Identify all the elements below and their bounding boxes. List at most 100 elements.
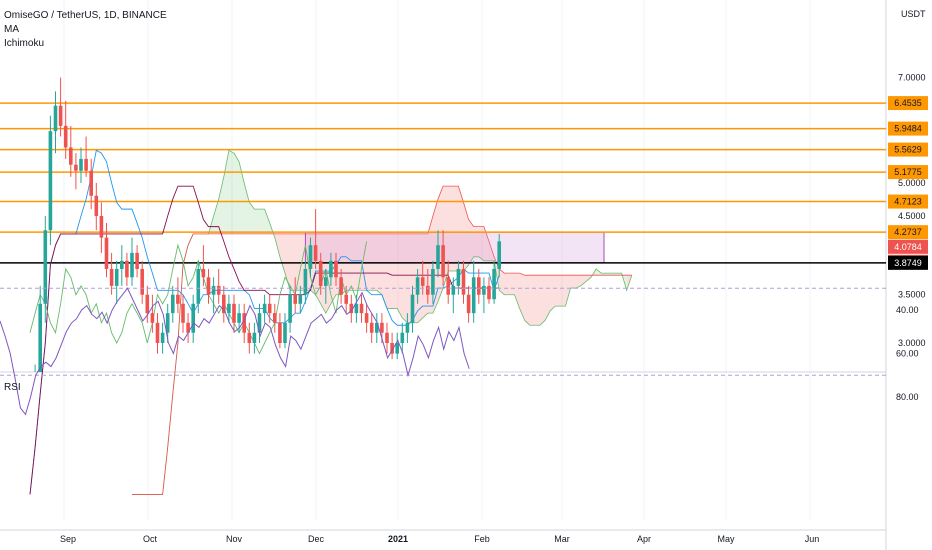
candle-body bbox=[135, 252, 139, 269]
candle-body bbox=[171, 294, 175, 314]
candle-body bbox=[104, 237, 109, 269]
candle-body bbox=[344, 294, 348, 304]
axes: 3.0000 3.5000 4.5000 5.0000 7.0000 Sep Oct Nov D… bbox=[60, 73, 926, 544]
cloud-segment bbox=[290, 233, 296, 291]
candle-body bbox=[38, 303, 42, 372]
candle-body bbox=[420, 277, 425, 286]
candle-body bbox=[120, 260, 124, 269]
cloud-segment bbox=[264, 209, 270, 234]
cloud-segment bbox=[504, 273, 510, 295]
level-badge bbox=[888, 165, 928, 180]
candle-body bbox=[278, 322, 282, 343]
cloud-segment bbox=[463, 202, 469, 272]
cloud-segment bbox=[387, 233, 393, 309]
cloud-segment bbox=[509, 273, 515, 295]
candle-body bbox=[114, 268, 119, 286]
candle-body bbox=[58, 105, 63, 126]
candle-body bbox=[497, 241, 501, 269]
candle-body bbox=[487, 285, 491, 300]
cloud-segment bbox=[422, 233, 428, 318]
cloud-segment bbox=[397, 233, 403, 318]
candlestick-series bbox=[34, 77, 501, 372]
candle-body bbox=[471, 277, 476, 314]
cloud-segment bbox=[534, 275, 540, 326]
candle-body bbox=[63, 125, 68, 148]
time-tick-label: 2021 bbox=[388, 534, 408, 544]
candle-body bbox=[109, 268, 114, 286]
price-tick-label: 3.5000 bbox=[898, 290, 926, 300]
candle-body bbox=[390, 343, 394, 354]
candle-body bbox=[227, 303, 231, 314]
candle-body bbox=[293, 294, 297, 304]
candle-body bbox=[405, 322, 410, 333]
candle-body bbox=[252, 332, 257, 343]
candle-body bbox=[53, 105, 58, 132]
candle-body bbox=[380, 322, 384, 333]
candle-body bbox=[364, 313, 369, 323]
candle-body bbox=[308, 245, 313, 269]
cloud-segment bbox=[606, 273, 612, 276]
candle-body bbox=[186, 322, 190, 333]
candle-body bbox=[359, 303, 364, 314]
candle-body bbox=[94, 195, 99, 216]
candle-body bbox=[191, 303, 195, 333]
time-tick-label: Apr bbox=[637, 534, 651, 544]
candle-body bbox=[431, 268, 435, 295]
cloud-segment bbox=[529, 275, 535, 326]
price-tick-label: 3.0000 bbox=[898, 338, 926, 348]
time-tick-label: May bbox=[717, 534, 735, 544]
candle-body bbox=[84, 158, 88, 171]
candle-body bbox=[426, 285, 430, 295]
candle-body bbox=[125, 260, 129, 278]
cloud-segment bbox=[381, 233, 387, 309]
cloud-segment bbox=[560, 275, 566, 307]
indicator-ma[interactable]: MA bbox=[4, 24, 19, 35]
current-price-text: 4.0784 bbox=[894, 242, 922, 252]
current-price-badge bbox=[888, 239, 928, 254]
rsi-label[interactable]: RSI bbox=[4, 382, 21, 393]
cloud-segment bbox=[249, 202, 255, 234]
range-box-rect bbox=[304, 231, 605, 264]
indicator-ichimoku[interactable]: Ichimoku bbox=[4, 38, 45, 49]
cloud-segment bbox=[580, 275, 586, 286]
candle-body bbox=[242, 313, 246, 333]
candle-body bbox=[456, 268, 461, 286]
level-badge bbox=[888, 142, 928, 157]
cloud-segment bbox=[371, 233, 377, 291]
candle-body bbox=[211, 285, 216, 295]
candle-body bbox=[400, 332, 405, 343]
price-unit: USDT bbox=[901, 9, 926, 19]
candle-body bbox=[466, 294, 471, 314]
candle-body bbox=[257, 313, 262, 333]
time-tick-label: Nov bbox=[226, 534, 243, 544]
level-badge bbox=[888, 96, 928, 111]
candle-body bbox=[477, 277, 481, 295]
candle-body bbox=[313, 245, 318, 261]
time-tick-label: Mar bbox=[554, 534, 570, 544]
candle-body bbox=[446, 277, 450, 295]
level-badge bbox=[888, 225, 928, 240]
cloud-segment bbox=[392, 233, 398, 309]
price-badges: 6.4535 5.9484 5.5629 5.1775 4.7123 4.2737 4.07… bbox=[888, 96, 928, 270]
base-line bbox=[29, 185, 500, 495]
cloud-segment bbox=[545, 275, 551, 321]
level-badge-text: 5.9484 bbox=[894, 124, 922, 134]
candle-body bbox=[79, 158, 83, 171]
time-tick-label: Dec bbox=[308, 534, 325, 544]
candle-body bbox=[262, 303, 267, 314]
candle-body bbox=[288, 294, 292, 323]
price-tick-label: 4.5000 bbox=[898, 211, 926, 221]
candle-body bbox=[415, 277, 420, 295]
candle-body bbox=[329, 260, 333, 278]
candle-body bbox=[298, 294, 303, 304]
price-tick-label: 7.0000 bbox=[898, 73, 926, 83]
candle-body bbox=[48, 131, 53, 231]
cloud-segment bbox=[514, 273, 520, 309]
candle-body bbox=[395, 343, 399, 354]
level-badge-text: 6.4535 bbox=[894, 98, 922, 108]
cloud-segment bbox=[616, 273, 622, 276]
candle-body bbox=[461, 268, 466, 295]
candle-body bbox=[69, 147, 73, 165]
